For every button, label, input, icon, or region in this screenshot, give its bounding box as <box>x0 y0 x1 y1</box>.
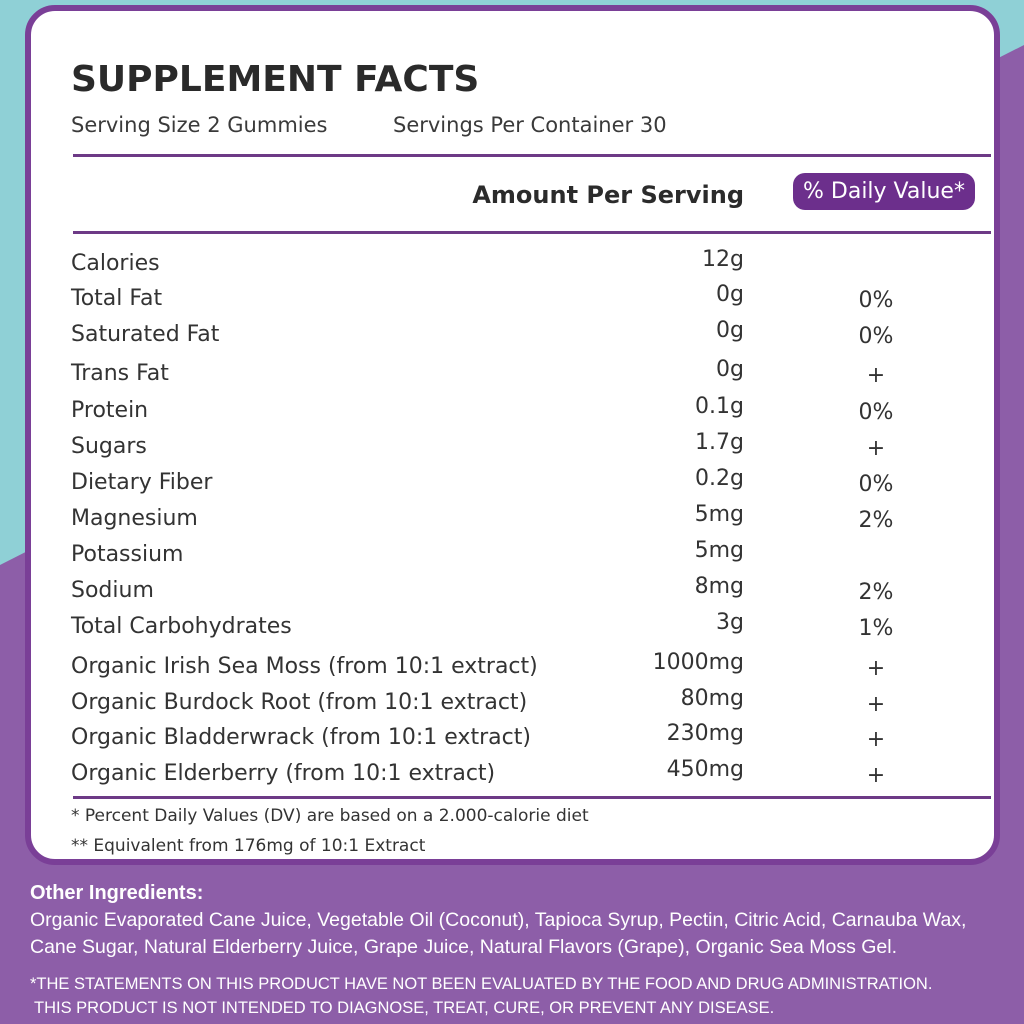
row-amount: 8mg <box>694 574 744 599</box>
row-name: Magnesium <box>71 506 198 531</box>
row-name: Organic Bladderwrack (from 10:1 extract) <box>71 725 531 750</box>
row-amount: 5mg <box>694 502 744 527</box>
row-name: Protein <box>71 398 149 423</box>
row-amount: 0g <box>716 318 744 343</box>
row-name: Organic Elderberry (from 10:1 extract) <box>71 761 496 786</box>
row-dv: + <box>866 656 886 681</box>
row-name: Calories <box>71 251 160 276</box>
serving-size: Serving Size 2 Gummies <box>71 113 328 137</box>
row-dv: 2% <box>858 580 894 605</box>
row-amount: 0g <box>716 357 744 382</box>
dv-heading: % Daily Value* <box>793 173 975 210</box>
row-amount: 3g <box>716 610 744 635</box>
row-amount: 1000mg <box>652 650 744 675</box>
row-amount: 5mg <box>694 538 744 563</box>
row-name: Dietary Fiber <box>71 470 213 495</box>
row-dv: 0% <box>858 324 894 349</box>
row-dv: 0% <box>858 400 894 425</box>
row-dv: 0% <box>858 288 894 313</box>
row-dv: + <box>866 363 886 388</box>
row-dv: + <box>866 692 886 717</box>
rule <box>73 796 991 799</box>
other-ingredients: Other Ingredients: Organic Evaporated Ca… <box>30 880 1005 961</box>
row-name: Saturated Fat <box>71 322 220 347</box>
amount-heading: Amount Per Serving <box>472 181 744 209</box>
footnote: ** Equivalent from 176mg of 10:1 Extract <box>71 836 426 856</box>
row-amount: 0.1g <box>695 394 744 419</box>
row-dv: + <box>866 763 886 788</box>
row-amount: 12g <box>702 247 744 272</box>
servings-per-container: Servings Per Container 30 <box>393 113 667 137</box>
ingredients-text: Organic Evaporated Cane Juice, Vegetable… <box>30 909 967 958</box>
row-name: Organic Burdock Root (from 10:1 extract) <box>71 690 528 715</box>
row-amount: 80mg <box>680 686 744 711</box>
row-name: Sodium <box>71 578 154 603</box>
row-dv: + <box>866 436 886 461</box>
ingredients-heading: Other Ingredients: <box>30 882 204 904</box>
row-name: Total Carbohydrates <box>71 614 292 639</box>
disclaimer: THIS PRODUCT IS NOT INTENDED TO DIAGNOSE… <box>34 999 775 1017</box>
row-dv: + <box>866 727 886 752</box>
title: SUPPLEMENT FACTS <box>71 59 480 100</box>
row-name: Total Fat <box>71 286 163 311</box>
row-dv: 1% <box>858 616 894 641</box>
rule <box>73 231 991 234</box>
facts-card: SUPPLEMENT FACTS Serving Size 2 Gummies … <box>25 5 1000 865</box>
row-name: Trans Fat <box>71 361 169 386</box>
row-amount: 230mg <box>666 721 744 746</box>
disclaimer: *THE STATEMENTS ON THIS PRODUCT HAVE NOT… <box>30 975 933 993</box>
row-name: Sugars <box>71 434 147 459</box>
row-name: Organic Irish Sea Moss (from 10:1 extrac… <box>71 654 538 679</box>
row-amount: 450mg <box>666 757 744 782</box>
row-amount: 0g <box>716 282 744 307</box>
rule <box>73 154 991 157</box>
footnote: * Percent Daily Values (DV) are based on… <box>71 806 589 826</box>
row-dv: 2% <box>858 508 894 533</box>
row-amount: 0.2g <box>695 466 744 491</box>
row-name: Potassium <box>71 542 184 567</box>
row-dv: 0% <box>858 472 894 497</box>
row-amount: 1.7g <box>695 430 744 455</box>
